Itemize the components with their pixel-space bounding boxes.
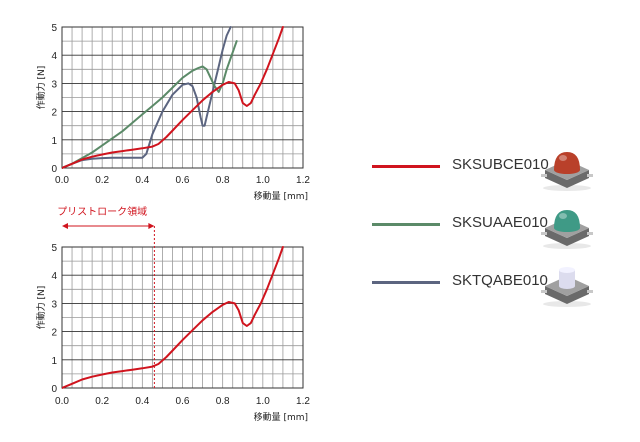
legend-item-sksubce010: SKSUBCE010	[372, 140, 632, 198]
x-tick-label: 0.0	[55, 396, 69, 407]
annotation-arrowhead-right	[148, 223, 155, 229]
y-tick-label: 1	[51, 136, 57, 147]
y-tick-label: 5	[51, 243, 57, 254]
y-tick-label: 3	[51, 79, 57, 90]
x-tick-label: 1.2	[296, 396, 310, 407]
switch-base-side	[545, 286, 589, 304]
legend-line-red	[372, 165, 440, 168]
switch-terminal	[541, 174, 547, 177]
x-tick-label: 0.6	[176, 175, 190, 186]
x-tick-label: 0.2	[95, 175, 109, 186]
legend-item-sktqabe010: SKTQABE010	[372, 256, 632, 314]
y-tick-label: 0	[51, 164, 57, 175]
switch-terminal	[541, 232, 547, 235]
x-tick-label: 0.8	[216, 396, 230, 407]
switch-cap-highlight	[559, 213, 567, 219]
y-tick-label: 3	[51, 299, 57, 310]
switch-terminal	[541, 290, 547, 293]
switch-terminal	[587, 174, 593, 177]
x-tick-label: 0.4	[135, 175, 149, 186]
series-line-sksuaae010	[62, 40, 238, 169]
annotation-arrowhead-left	[62, 223, 68, 229]
switch-cap-rim	[554, 166, 580, 174]
switch-cap-bottom	[559, 283, 575, 289]
series-line-sksubce010	[62, 26, 284, 169]
switch-cap-rim	[554, 224, 580, 232]
x-tick-label: 1.2	[296, 175, 310, 186]
x-axis-title: 移動量 [mm]	[254, 411, 308, 423]
green-cap-switch-icon	[541, 210, 593, 249]
switch-terminal	[587, 232, 593, 235]
chart-2: 0 1 2 3 4 5 0.0 0.2 0.4 0.6 0.8 1.0 1.2 作動力 [N] 移動量 [m…	[35, 205, 310, 423]
switch-cap-dome	[554, 210, 580, 228]
x-axis-title: 移動量 [mm]	[254, 190, 308, 202]
y-tick-label: 5	[51, 23, 57, 34]
switch-cap-highlight	[559, 155, 567, 161]
switch-base-side	[545, 228, 589, 246]
x-tick-label: 1.0	[256, 175, 270, 186]
x-tick-label: 0.6	[176, 396, 190, 407]
legend-label: SKTQABE010	[452, 272, 548, 289]
y-tick-label: 2	[51, 108, 57, 119]
y-tick-label: 4	[51, 51, 57, 62]
y-tick-label: 0	[51, 384, 57, 395]
x-tick-label: 0.4	[135, 396, 149, 407]
x-tick-label: 0.0	[55, 175, 69, 186]
chart-1: 0 1 2 3 4 5 0.0 0.2 0.4 0.6 0.8 1.0 1.2 作動力 [N] 移動量 [m…	[35, 23, 310, 202]
switch-cap-dome	[554, 152, 580, 170]
legend-item-sksuaae010: SKSUAAE010	[372, 198, 632, 256]
x-tick-label: 0.2	[95, 396, 109, 407]
legend-label: SKSUBCE010	[452, 156, 549, 173]
legend-line-blue	[372, 281, 440, 284]
white-cap-switch-icon	[541, 267, 593, 307]
plot-frame	[61, 246, 304, 389]
y-tick-label: 1	[51, 356, 57, 367]
annotation-label: プリストローク領域	[57, 205, 147, 218]
series-line-sktqabe010	[62, 26, 232, 169]
switch-base-side	[545, 170, 589, 188]
y-axis-title: 作動力 [N]	[35, 66, 47, 110]
series-line-sksubce010	[62, 246, 284, 389]
plot-frame	[61, 26, 304, 169]
red-cap-switch-icon	[541, 152, 593, 191]
y-tick-label: 2	[51, 328, 57, 339]
legend-line-green	[372, 223, 440, 226]
y-tick-label: 4	[51, 271, 57, 282]
switch-cap-body	[559, 270, 575, 286]
x-tick-label: 1.0	[256, 396, 270, 407]
y-axis-title: 作動力 [N]	[35, 286, 47, 330]
switch-cap-top	[559, 267, 575, 273]
x-tick-label: 0.8	[216, 175, 230, 186]
legend: SKSUBCE010 SKSUAAE010 SKTQABE010	[372, 140, 632, 314]
legend-label: SKSUAAE010	[452, 214, 548, 231]
switch-terminal	[587, 290, 593, 293]
